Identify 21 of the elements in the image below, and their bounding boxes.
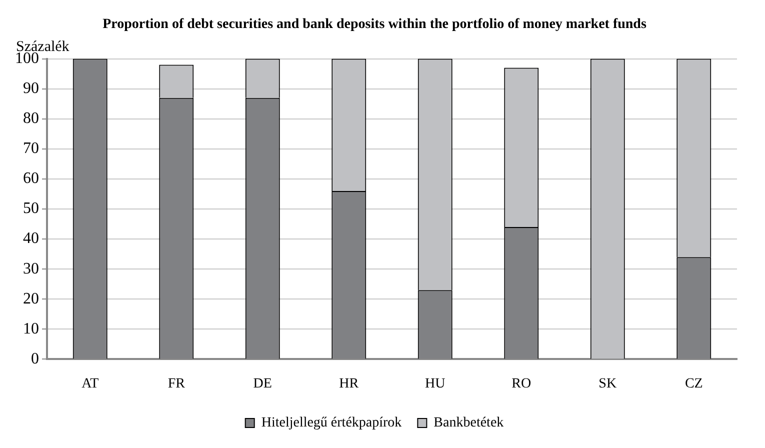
x-tick-label: HR [339, 376, 360, 392]
x-tick-label: CZ [684, 376, 703, 392]
x-tick-label: DE [253, 376, 272, 392]
x-tick-label: AT [82, 376, 100, 392]
y-tick-label: 0 [31, 350, 39, 368]
y-tick-label: 90 [23, 80, 39, 98]
y-tick-label: 40 [23, 230, 39, 248]
y-tick-label: 10 [23, 320, 39, 338]
x-tick-label: SK [598, 376, 617, 392]
y-tick-label: 70 [23, 140, 39, 158]
y-tick-label: 50 [23, 200, 39, 218]
x-tick-label: HU [425, 376, 446, 392]
chart-title: Proportion of debt securities and bank deposits within the portfolio of money market funds [102, 17, 647, 32]
legend-label: Bankbetétek [434, 416, 504, 431]
y-tick-label: 30 [23, 260, 39, 278]
x-tick-label: FR [168, 376, 186, 392]
y-tick-label: 20 [23, 290, 39, 308]
y-tick-label: 60 [23, 170, 39, 188]
x-tick-label: RO [512, 376, 532, 392]
y-tick-label: 80 [23, 110, 39, 128]
legend-label: Hiteljellegű értékpapírok [261, 416, 402, 431]
